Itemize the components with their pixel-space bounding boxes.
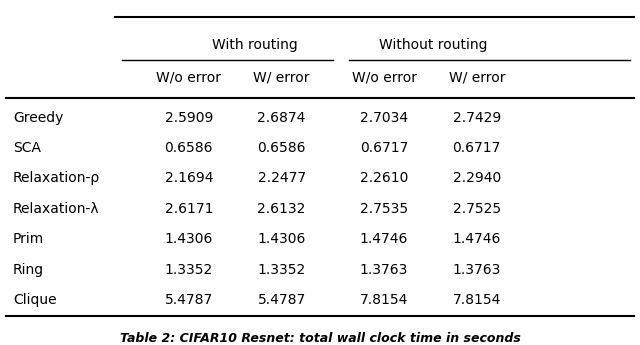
- Text: 0.6586: 0.6586: [164, 141, 213, 155]
- Text: 7.8154: 7.8154: [452, 293, 501, 307]
- Text: 1.3352: 1.3352: [164, 263, 213, 277]
- Text: W/ error: W/ error: [253, 71, 310, 85]
- Text: 2.7429: 2.7429: [452, 110, 501, 125]
- Text: Table 2: CIFAR10 Resnet: total wall clock time in seconds: Table 2: CIFAR10 Resnet: total wall cloc…: [120, 332, 520, 345]
- Text: W/ error: W/ error: [449, 71, 505, 85]
- Text: 1.3352: 1.3352: [257, 263, 306, 277]
- Text: W/o error: W/o error: [156, 71, 221, 85]
- Text: Clique: Clique: [13, 293, 56, 307]
- Text: 2.2477: 2.2477: [257, 171, 306, 186]
- Text: Ring: Ring: [13, 263, 44, 277]
- Text: Without routing: Without routing: [380, 38, 488, 52]
- Text: 0.6717: 0.6717: [452, 141, 501, 155]
- Text: 2.6171: 2.6171: [164, 202, 213, 216]
- Text: 7.8154: 7.8154: [360, 293, 408, 307]
- Text: 2.6132: 2.6132: [257, 202, 306, 216]
- Text: Relaxation-λ: Relaxation-λ: [13, 202, 99, 216]
- Text: 2.2610: 2.2610: [360, 171, 408, 186]
- Text: 1.4306: 1.4306: [257, 233, 306, 246]
- Text: Prim: Prim: [13, 233, 44, 246]
- Text: 5.4787: 5.4787: [257, 293, 306, 307]
- Text: 1.3763: 1.3763: [452, 263, 501, 277]
- Text: W/o error: W/o error: [351, 71, 417, 85]
- Text: 1.4746: 1.4746: [360, 233, 408, 246]
- Text: 5.4787: 5.4787: [164, 293, 213, 307]
- Text: Relaxation-ρ: Relaxation-ρ: [13, 171, 100, 186]
- Text: 2.5909: 2.5909: [164, 110, 213, 125]
- Text: Greedy: Greedy: [13, 110, 63, 125]
- Text: 1.4306: 1.4306: [164, 233, 213, 246]
- Text: 2.2940: 2.2940: [452, 171, 501, 186]
- Text: 2.1694: 2.1694: [164, 171, 213, 186]
- Text: 2.7525: 2.7525: [452, 202, 501, 216]
- Text: 0.6717: 0.6717: [360, 141, 408, 155]
- Text: 0.6586: 0.6586: [257, 141, 306, 155]
- Text: With routing: With routing: [212, 38, 297, 52]
- Text: 1.3763: 1.3763: [360, 263, 408, 277]
- Text: 1.4746: 1.4746: [452, 233, 501, 246]
- Text: 2.7034: 2.7034: [360, 110, 408, 125]
- Text: 2.6874: 2.6874: [257, 110, 306, 125]
- Text: 2.7535: 2.7535: [360, 202, 408, 216]
- Text: SCA: SCA: [13, 141, 41, 155]
